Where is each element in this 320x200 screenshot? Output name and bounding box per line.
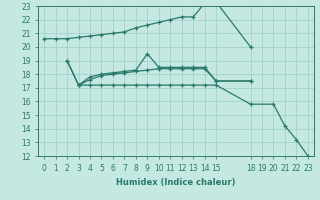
X-axis label: Humidex (Indice chaleur): Humidex (Indice chaleur) xyxy=(116,178,236,187)
